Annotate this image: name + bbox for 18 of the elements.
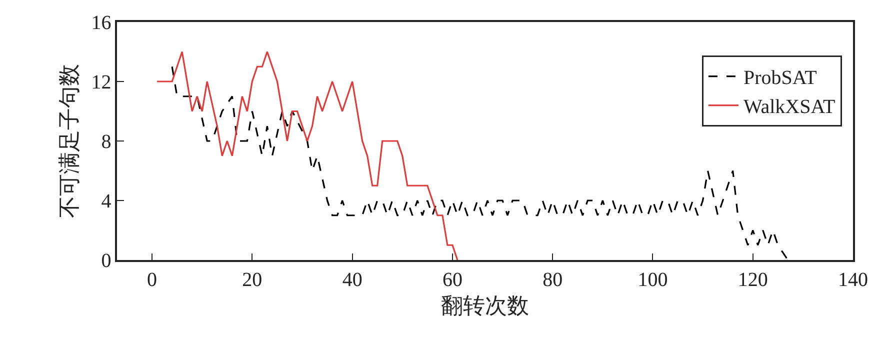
x-tick-label: 60 xyxy=(442,268,462,291)
y-tick-label: 8 xyxy=(101,131,112,153)
y-axis-title: 不可满足子句数 xyxy=(56,64,82,218)
x-tick-label: 120 xyxy=(738,268,768,291)
line-series xyxy=(156,50,458,260)
legend-label: WalkXSAT xyxy=(743,96,836,118)
y-tick-label: 12 xyxy=(91,72,112,94)
x-tick-label: 20 xyxy=(242,268,262,291)
x-tick-label: 140 xyxy=(838,268,868,291)
x-axis-title: 翻转次数 xyxy=(441,293,529,318)
legend-label: ProbSAT xyxy=(743,67,817,90)
x-tick-label: 80 xyxy=(542,268,563,291)
y-tick-label: 4 xyxy=(101,190,112,212)
x-tick-label: 40 xyxy=(342,268,362,291)
x-tick-label: 0 xyxy=(147,268,158,291)
y-tick-label: 16 xyxy=(91,12,112,34)
x-tick-label: 100 xyxy=(638,268,668,291)
y-tick-label: 0 xyxy=(101,250,112,272)
